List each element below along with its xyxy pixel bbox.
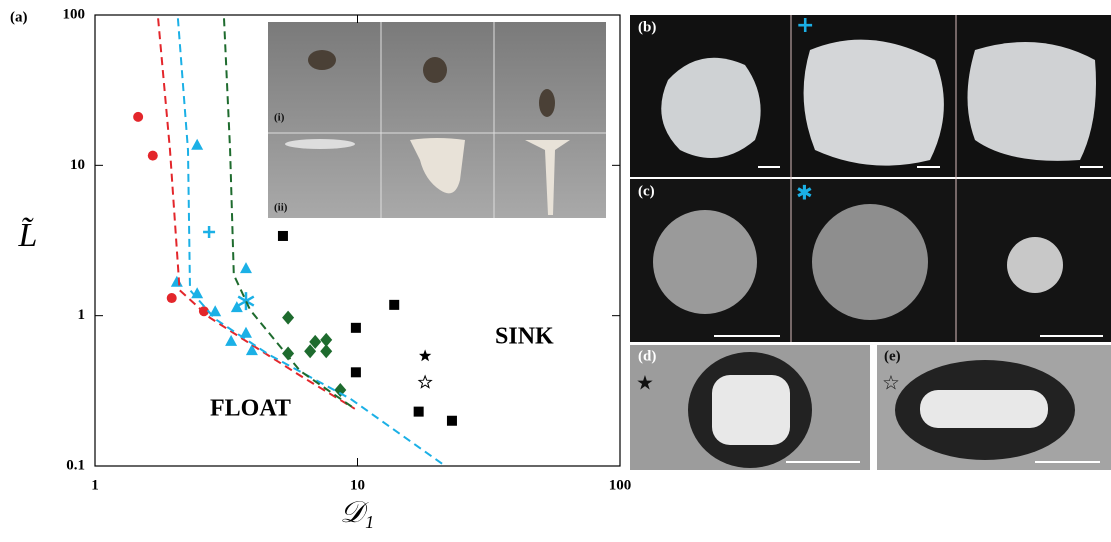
particle — [653, 210, 757, 314]
annotation: (ii) — [274, 202, 288, 214]
panel-symbol: ☆ — [882, 371, 900, 395]
particle — [804, 40, 944, 166]
y-axis-label: L̃ — [18, 216, 38, 253]
panel-label: (c) — [638, 183, 655, 199]
particle — [968, 42, 1097, 161]
marker-star-open — [419, 376, 431, 388]
spheres — [712, 375, 790, 445]
x-tick-label: 10 — [350, 477, 365, 493]
annotation: (i) — [274, 112, 285, 124]
page: 1 10 100 0.1 1 10 100 𝒟₁ L̃ (a) FLOAT SINK (i) (ii) (b… — [0, 0, 1111, 542]
marker-square — [351, 323, 361, 333]
spheres — [920, 390, 1048, 428]
marker-diamond — [282, 347, 294, 361]
blob — [285, 139, 355, 149]
blob — [423, 57, 447, 83]
panel-label: (e) — [884, 348, 901, 364]
marker-triangle — [225, 335, 237, 346]
particle — [661, 58, 760, 158]
blob — [308, 50, 336, 70]
inset-photos — [268, 22, 606, 218]
y-tick-label: 1 — [78, 307, 86, 323]
marker-square — [414, 407, 424, 417]
annotation: FLOAT — [210, 396, 291, 422]
panel-label: (d) — [638, 348, 656, 364]
panel-symbol: + — [796, 13, 814, 38]
y-tick-label: 0.1 — [66, 457, 85, 473]
marker-square — [447, 416, 457, 426]
marker-triangle — [240, 262, 252, 273]
annotation: (a) — [10, 9, 28, 25]
particle — [1007, 237, 1063, 293]
panel-label: (b) — [638, 19, 656, 35]
figure: 1 10 100 0.1 1 10 100 𝒟₁ L̃ (a) FLOAT SINK (i) (ii) (b… — [0, 0, 1111, 537]
marker-plus — [203, 226, 215, 238]
x-tick-label: 1 — [91, 477, 99, 493]
panel-symbol: ✱ — [796, 181, 813, 205]
marker-triangle — [171, 276, 183, 287]
annotation: SINK — [495, 324, 554, 350]
photo-panels — [630, 15, 1111, 470]
panel-symbol: ★ — [636, 371, 654, 395]
y-tick-label: 100 — [63, 6, 86, 22]
particle — [812, 204, 928, 320]
x-tick-label: 100 — [609, 477, 632, 493]
x-axis-label: 𝒟₁ — [340, 496, 374, 529]
marker-square — [351, 367, 361, 377]
marker-asterisk — [238, 292, 254, 310]
marker-diamond — [320, 344, 332, 358]
marker-triangle — [191, 139, 203, 150]
marker-square — [278, 231, 288, 241]
marker-circle — [133, 112, 143, 122]
marker-diamond — [282, 311, 294, 325]
y-tick-label: 10 — [70, 157, 85, 173]
blob — [539, 89, 555, 117]
marker-circle — [148, 151, 158, 161]
marker-star — [419, 349, 431, 361]
marker-square — [389, 300, 399, 310]
marker-circle — [167, 293, 177, 303]
